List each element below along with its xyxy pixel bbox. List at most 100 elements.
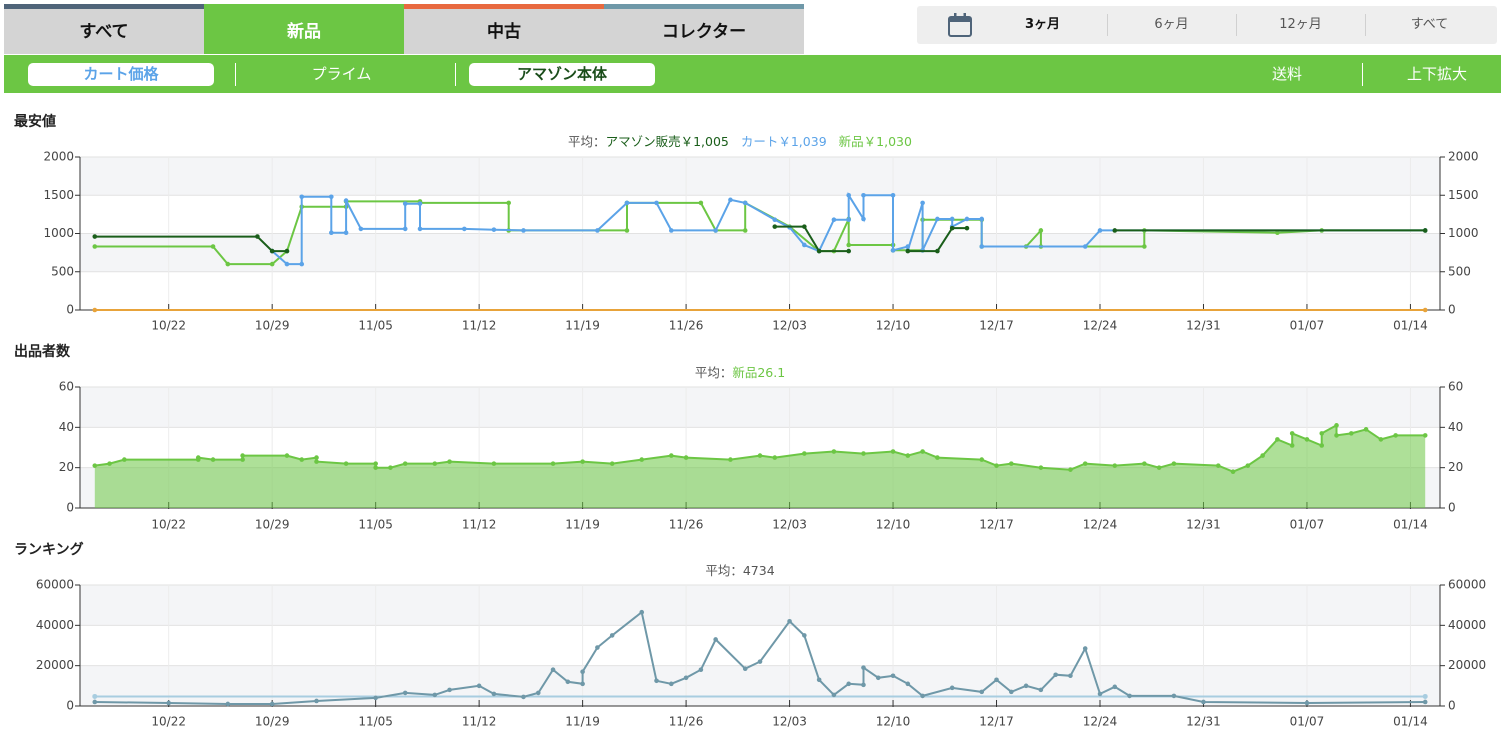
- series-line: [907, 227, 967, 253]
- y-tick-label: 20: [59, 460, 74, 474]
- x-tick-label: 12/31: [1186, 518, 1221, 532]
- data-point: [329, 230, 334, 236]
- y2-tick-label: 0: [1448, 501, 1456, 515]
- chart-title: 出品者数: [14, 343, 71, 360]
- x-tick-label: 11/26: [669, 715, 704, 729]
- x-tick-label: 12/10: [876, 715, 911, 729]
- data-point: [343, 230, 349, 236]
- period-option[interactable]: 6ヶ月: [1154, 17, 1189, 32]
- data-point: [861, 682, 866, 688]
- data-point: [1082, 646, 1088, 651]
- x-tick-label: 12/03: [772, 319, 807, 333]
- data-point: [816, 248, 822, 254]
- data-point: [994, 463, 999, 468]
- data-point: [1171, 693, 1177, 699]
- data-point: [698, 667, 704, 672]
- toggle-button[interactable]: 上下拡大: [1406, 65, 1467, 83]
- data-point: [417, 201, 423, 206]
- data-point: [1304, 437, 1310, 442]
- data-point: [373, 465, 378, 470]
- data-point: [1068, 673, 1073, 679]
- y2-tick-label: 1500: [1448, 188, 1479, 202]
- data-point: [373, 695, 378, 701]
- data-point: [240, 453, 245, 458]
- data-point: [373, 461, 378, 466]
- tab[interactable]: すべて: [4, 4, 204, 54]
- chart-title: ランキング: [14, 541, 84, 558]
- tab[interactable]: コレクター: [604, 4, 804, 54]
- y-tick-label: 2000: [43, 150, 74, 164]
- data-point: [964, 216, 970, 222]
- separator: [455, 63, 456, 86]
- area-fill: [94, 425, 1426, 508]
- data-point: [920, 693, 925, 699]
- data-point: [846, 681, 851, 687]
- data-point: [1260, 453, 1265, 458]
- data-point: [284, 453, 290, 458]
- grid-band: [80, 233, 1440, 272]
- subtitle-item: 新品￥1,030: [839, 134, 912, 149]
- data-point: [240, 457, 245, 462]
- data-point: [1112, 463, 1118, 468]
- data-point: [491, 691, 497, 697]
- tab[interactable]: 中古: [404, 4, 604, 54]
- subtitle-item: カート￥1,039: [741, 134, 827, 149]
- data-point: [949, 216, 955, 222]
- x-tick-label: 10/22: [151, 715, 186, 729]
- data-point: [846, 192, 851, 198]
- data-point: [1275, 437, 1280, 442]
- period-option[interactable]: 12ヶ月: [1279, 17, 1322, 32]
- data-point: [964, 225, 970, 231]
- toggle-button[interactable]: カート価格: [28, 63, 214, 86]
- separator: [1365, 14, 1366, 36]
- data-point: [787, 619, 792, 624]
- data-point: [905, 248, 911, 254]
- period-option[interactable]: すべて: [1410, 17, 1449, 32]
- x-tick-label: 12/24: [1083, 518, 1118, 532]
- data-point: [890, 248, 896, 253]
- data-point: [1082, 461, 1088, 466]
- data-point: [580, 669, 585, 675]
- grid-band: [80, 665, 1440, 706]
- y2-tick-label: 0: [1448, 303, 1456, 317]
- data-point: [92, 244, 98, 249]
- data-point: [875, 675, 881, 681]
- data-point: [580, 681, 585, 687]
- toggle-button[interactable]: アマゾン本体: [469, 63, 655, 86]
- data-point: [979, 689, 985, 695]
- data-point: [979, 244, 985, 249]
- tab[interactable]: 新品: [204, 4, 404, 54]
- data-point: [698, 200, 704, 206]
- y2-tick-label: 60: [1448, 380, 1463, 394]
- toggle-button[interactable]: プライム: [311, 65, 372, 83]
- period-option[interactable]: 3ヶ月: [1024, 17, 1061, 32]
- data-point: [447, 687, 452, 693]
- y-tick-label: 60000: [36, 578, 74, 592]
- toggle-button[interactable]: 送料: [1271, 65, 1302, 83]
- data-point: [343, 198, 349, 203]
- data-point: [654, 200, 659, 206]
- x-tick-label: 11/05: [358, 319, 393, 333]
- data-point: [1334, 433, 1339, 438]
- tab-strip: [204, 4, 404, 9]
- data-point: [772, 224, 778, 229]
- data-point: [846, 248, 851, 254]
- data-point: [609, 461, 615, 466]
- data-point: [1112, 228, 1118, 233]
- y2-tick-label: 1000: [1448, 226, 1479, 240]
- data-point: [728, 197, 733, 203]
- data-point: [639, 457, 645, 462]
- data-point: [1142, 461, 1147, 466]
- data-point: [476, 683, 482, 689]
- x-tick-label: 11/19: [565, 518, 600, 532]
- data-point: [1334, 423, 1339, 428]
- x-tick-label: 12/24: [1083, 715, 1118, 729]
- data-point: [462, 226, 467, 232]
- x-tick-label: 01/14: [1393, 518, 1428, 532]
- x-tick-label: 11/26: [669, 518, 704, 532]
- chart-title: 最安値: [14, 113, 56, 130]
- data-point: [550, 667, 556, 672]
- data-point: [831, 692, 837, 698]
- data-point: [107, 461, 112, 466]
